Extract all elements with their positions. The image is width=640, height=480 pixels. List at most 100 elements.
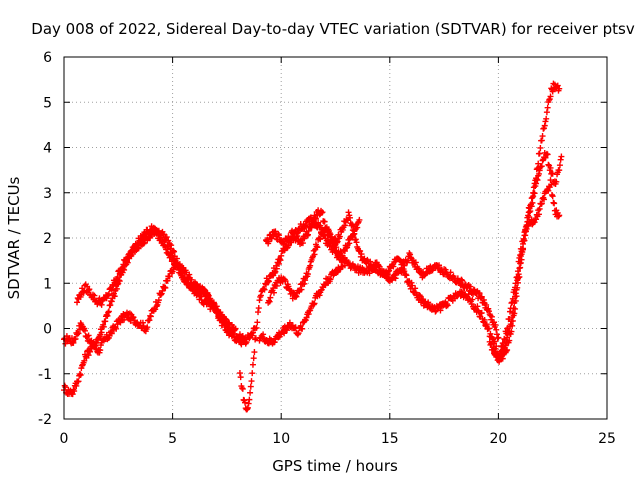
data-point <box>527 208 534 215</box>
data-point <box>305 227 312 234</box>
series-arc-a <box>61 259 259 356</box>
data-point <box>105 290 112 297</box>
data-point <box>523 225 530 232</box>
data-point <box>538 137 545 144</box>
data-point <box>268 235 275 242</box>
series-arc-e <box>262 207 502 342</box>
data-point <box>299 325 306 332</box>
data-point <box>294 233 301 240</box>
data-point <box>488 313 495 320</box>
data-point <box>373 264 380 271</box>
data-point <box>506 316 513 323</box>
data-point <box>518 248 525 255</box>
data-point <box>293 293 300 300</box>
data-point <box>253 324 260 331</box>
data-point <box>544 151 551 158</box>
data-point <box>514 273 521 280</box>
data-point <box>539 133 546 140</box>
data-point <box>105 309 112 316</box>
data-point <box>317 236 324 243</box>
data-point <box>339 254 346 261</box>
data-point <box>467 283 474 290</box>
data-point <box>506 308 513 315</box>
data-point <box>402 271 409 278</box>
data-point <box>102 318 109 325</box>
data-point <box>312 215 319 222</box>
data-point <box>541 122 548 129</box>
data-point <box>533 216 540 223</box>
data-point <box>299 240 306 247</box>
data-point <box>291 229 298 236</box>
data-point <box>255 305 262 312</box>
data-point <box>273 265 280 272</box>
data-point <box>354 224 361 231</box>
y-tick-label: 5 <box>43 95 52 111</box>
data-point <box>239 385 246 392</box>
data-point <box>69 391 76 398</box>
data-point <box>458 276 465 283</box>
data-point <box>222 315 229 322</box>
data-point <box>501 346 508 353</box>
data-point <box>408 279 415 286</box>
series-arc-g <box>265 216 363 306</box>
data-point <box>548 191 555 198</box>
y-tick-label: 3 <box>43 186 52 202</box>
data-point <box>392 275 399 282</box>
data-point <box>81 327 88 334</box>
data-point <box>310 301 317 308</box>
data-point <box>281 330 288 337</box>
series-arc-h <box>486 80 563 365</box>
data-point <box>407 251 414 258</box>
data-point <box>276 256 283 263</box>
data-point <box>357 248 364 255</box>
data-point <box>412 259 419 266</box>
data-point <box>403 272 410 279</box>
data-point <box>285 242 292 249</box>
data-point <box>113 277 120 284</box>
data-point <box>74 299 81 306</box>
data-point <box>345 209 352 216</box>
data-point <box>341 262 348 269</box>
data-point <box>507 321 514 328</box>
data-point <box>538 163 545 170</box>
data-point <box>533 176 540 183</box>
data-point <box>130 314 137 321</box>
data-point <box>155 297 162 304</box>
data-point <box>266 298 273 305</box>
data-point <box>290 231 297 238</box>
data-point <box>493 326 500 333</box>
data-point <box>529 199 536 206</box>
x-tick-label: 15 <box>381 431 399 447</box>
x-tick-label: 0 <box>60 431 69 447</box>
data-point <box>312 214 319 221</box>
data-point <box>436 262 443 269</box>
data-point <box>303 314 310 321</box>
data-point <box>509 309 516 316</box>
data-point <box>520 235 527 242</box>
data-point <box>326 229 333 236</box>
y-tick-label: 1 <box>43 276 52 292</box>
data-point <box>304 232 311 239</box>
y-tick-label: -2 <box>38 412 52 428</box>
data-point <box>76 371 83 378</box>
data-point <box>333 244 340 251</box>
data-point <box>164 277 171 284</box>
data-point <box>507 305 514 312</box>
data-point <box>317 222 324 229</box>
data-point <box>409 282 416 289</box>
data-point <box>165 237 172 244</box>
data-point <box>193 281 200 288</box>
data-point <box>205 291 212 298</box>
data-point <box>516 254 523 261</box>
data-point <box>105 308 112 315</box>
data-point <box>517 252 524 259</box>
data-point <box>480 296 487 303</box>
data-point <box>85 287 92 294</box>
data-point <box>267 294 274 301</box>
data-point <box>492 321 499 328</box>
y-tick-label: 2 <box>43 231 52 247</box>
data-point <box>547 164 554 171</box>
data-point <box>545 187 552 194</box>
x-tick-label: 10 <box>272 431 290 447</box>
